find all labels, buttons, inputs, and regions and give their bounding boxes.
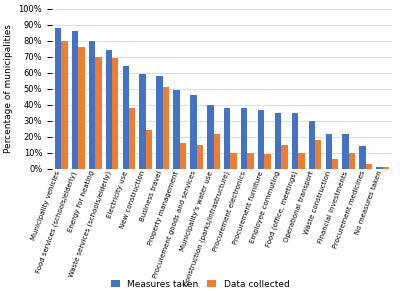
Bar	[298, 153, 304, 169]
Bar	[359, 146, 366, 169]
Bar	[332, 159, 338, 169]
Bar	[78, 47, 85, 169]
Bar	[247, 153, 254, 169]
Bar	[197, 145, 203, 169]
Bar	[89, 41, 95, 169]
Bar	[190, 95, 197, 169]
Bar	[292, 113, 298, 169]
Bar	[106, 50, 112, 169]
Bar	[95, 57, 102, 169]
Bar	[326, 134, 332, 169]
Bar	[264, 155, 271, 169]
Bar	[156, 76, 163, 169]
Bar	[214, 134, 220, 169]
Bar	[122, 66, 129, 169]
Bar	[163, 87, 169, 169]
Bar	[129, 108, 135, 169]
Bar	[309, 121, 315, 169]
Bar	[342, 134, 349, 169]
Bar	[207, 105, 214, 169]
Bar	[258, 110, 264, 169]
Bar	[224, 108, 230, 169]
Bar	[241, 108, 247, 169]
Bar	[230, 153, 237, 169]
Bar	[61, 41, 68, 169]
Bar	[72, 31, 78, 169]
Bar	[349, 153, 355, 169]
Bar	[180, 143, 186, 169]
Bar	[112, 58, 118, 169]
Bar	[55, 28, 61, 169]
Bar	[140, 74, 146, 169]
Bar	[146, 130, 152, 169]
Bar	[376, 167, 383, 169]
Bar	[315, 140, 322, 169]
Bar	[173, 90, 180, 169]
Bar	[275, 113, 281, 169]
Bar	[383, 167, 389, 169]
Y-axis label: Percentage of municipalities: Percentage of municipalities	[4, 24, 13, 153]
Bar	[281, 145, 288, 169]
Legend: Measures taken, Data collected: Measures taken, Data collected	[107, 276, 293, 291]
Bar	[366, 164, 372, 169]
